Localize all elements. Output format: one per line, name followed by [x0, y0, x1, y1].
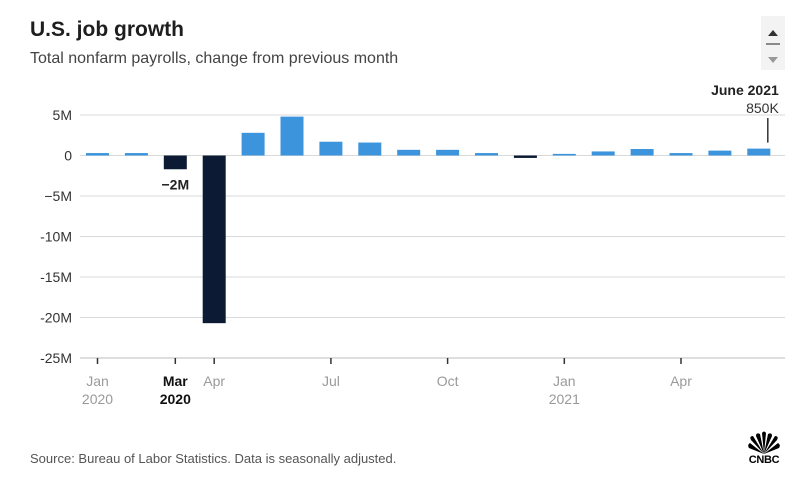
- y-tick-label: -10M: [40, 229, 72, 245]
- annotation-label: −2M: [161, 176, 189, 192]
- bar: [475, 153, 498, 156]
- x-tick-label: Jan: [553, 373, 576, 389]
- bar: [319, 141, 343, 156]
- source-note: Source: Bureau of Labor Statistics. Data…: [30, 451, 397, 466]
- bar: [669, 153, 693, 156]
- peacock-icon: CNBC: [741, 430, 787, 466]
- bar: [358, 142, 382, 156]
- bar: [747, 148, 771, 156]
- x-tick-label: Mar: [163, 373, 188, 389]
- y-tick-label: 0: [64, 148, 72, 164]
- bar: [202, 155, 226, 324]
- bar: [436, 149, 460, 156]
- bar: [397, 149, 421, 156]
- bar: [552, 153, 576, 156]
- x-tick-label: 2021: [549, 391, 580, 407]
- chart-scroller: [761, 16, 785, 70]
- bar: [163, 155, 187, 170]
- x-tick-label: Jan: [86, 373, 109, 389]
- x-tick-label: Oct: [437, 373, 459, 389]
- annotation-label: June 2021: [711, 82, 779, 98]
- y-tick-label: -15M: [40, 269, 72, 285]
- x-tick-label: Apr: [670, 373, 692, 389]
- y-tick-label: -25M: [40, 350, 72, 366]
- triangle-up-icon[interactable]: [761, 22, 785, 42]
- x-tick-label: Apr: [203, 373, 225, 389]
- bar: [86, 153, 109, 156]
- bar-chart: 5M 0 −5M -10M -15M -20M -25M Jan 2020 Mar 2020 Apr J…: [40, 82, 785, 407]
- bar: [280, 116, 304, 156]
- scroller-divider: [766, 43, 780, 45]
- x-tick-label: Jul: [322, 373, 340, 389]
- bar: [591, 151, 615, 156]
- chart-title: U.S. job growth: [30, 18, 184, 41]
- bar: [630, 149, 654, 156]
- x-tick-label: 2020: [160, 391, 191, 407]
- annotation-value: 850K: [746, 100, 779, 116]
- y-tick-label: 5M: [53, 107, 72, 123]
- bar: [241, 132, 265, 156]
- y-tick-label: −5M: [44, 188, 72, 204]
- x-tick-label: 2020: [82, 391, 113, 407]
- logo-text: CNBC: [748, 454, 780, 466]
- bar: [513, 155, 537, 158]
- y-tick-label: -20M: [40, 310, 72, 326]
- triangle-down-icon[interactable]: [761, 50, 785, 70]
- chart-subtitle: Total nonfarm payrolls, change from prev…: [30, 50, 399, 67]
- bar: [124, 153, 148, 156]
- bar: [708, 150, 732, 156]
